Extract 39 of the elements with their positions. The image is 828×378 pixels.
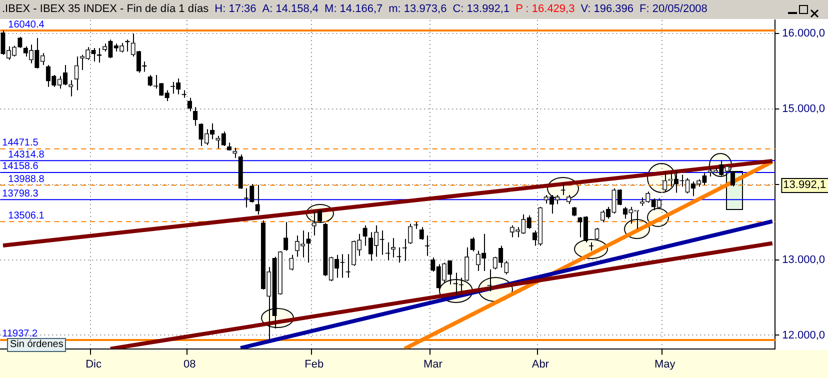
x-tick-label: Abr xyxy=(532,358,550,370)
candlestick xyxy=(572,206,577,217)
candlestick xyxy=(323,222,328,277)
x-tick-label: 08 xyxy=(184,358,196,370)
ref-line-label: 14471.5 xyxy=(2,138,39,149)
candlestick xyxy=(18,36,22,49)
ref-line-label: 13506.1 xyxy=(8,210,45,222)
candlestick xyxy=(617,188,622,206)
ref-line-label: 14158.6 xyxy=(2,161,39,172)
y-tick-label: 12.000,0 xyxy=(782,329,826,342)
text: A: 14.158,4 xyxy=(262,3,319,15)
ref-line-label: 11937.2 xyxy=(2,328,38,340)
x-tick-label: May xyxy=(654,358,676,370)
text: m: 13.973,6 xyxy=(388,3,447,15)
candlestick xyxy=(492,256,498,270)
y-tick-label: 13.000,0 xyxy=(782,254,826,266)
annotation: Sin órdenes xyxy=(7,338,66,352)
ref-line-label: 13798.3 xyxy=(2,188,39,200)
x-tick-label: Mar xyxy=(423,358,443,370)
text: P : 16.429,3 xyxy=(516,3,575,15)
chart-title: .IBEX - IBEX 35 INDEX - Fin de día 1 días xyxy=(2,3,209,15)
y-tick-label: 16.000,0 xyxy=(782,28,826,40)
ref-line-label: 16040.4 xyxy=(8,19,45,30)
text: H: 17:36 xyxy=(214,3,256,15)
ref-line-label: 13988.8 xyxy=(8,174,45,185)
candlestick xyxy=(724,165,730,173)
x-tick-label: Dic xyxy=(86,358,102,370)
candlestick xyxy=(317,210,322,223)
y-tick-label: 15.000,0 xyxy=(782,103,826,116)
candlestick xyxy=(148,74,152,87)
text: 13.992,1 xyxy=(783,179,826,192)
ref-line-label: 14314.8 xyxy=(8,149,45,160)
text: F: 20/05/2008 xyxy=(640,3,708,15)
candlestick xyxy=(278,251,283,294)
text: C: 13.992,1 xyxy=(452,3,510,15)
text: V: 196.396 xyxy=(580,3,634,15)
x-tick-label: Feb xyxy=(304,358,324,370)
text: M: 14.166,7 xyxy=(324,3,383,15)
candlestick xyxy=(328,256,334,282)
